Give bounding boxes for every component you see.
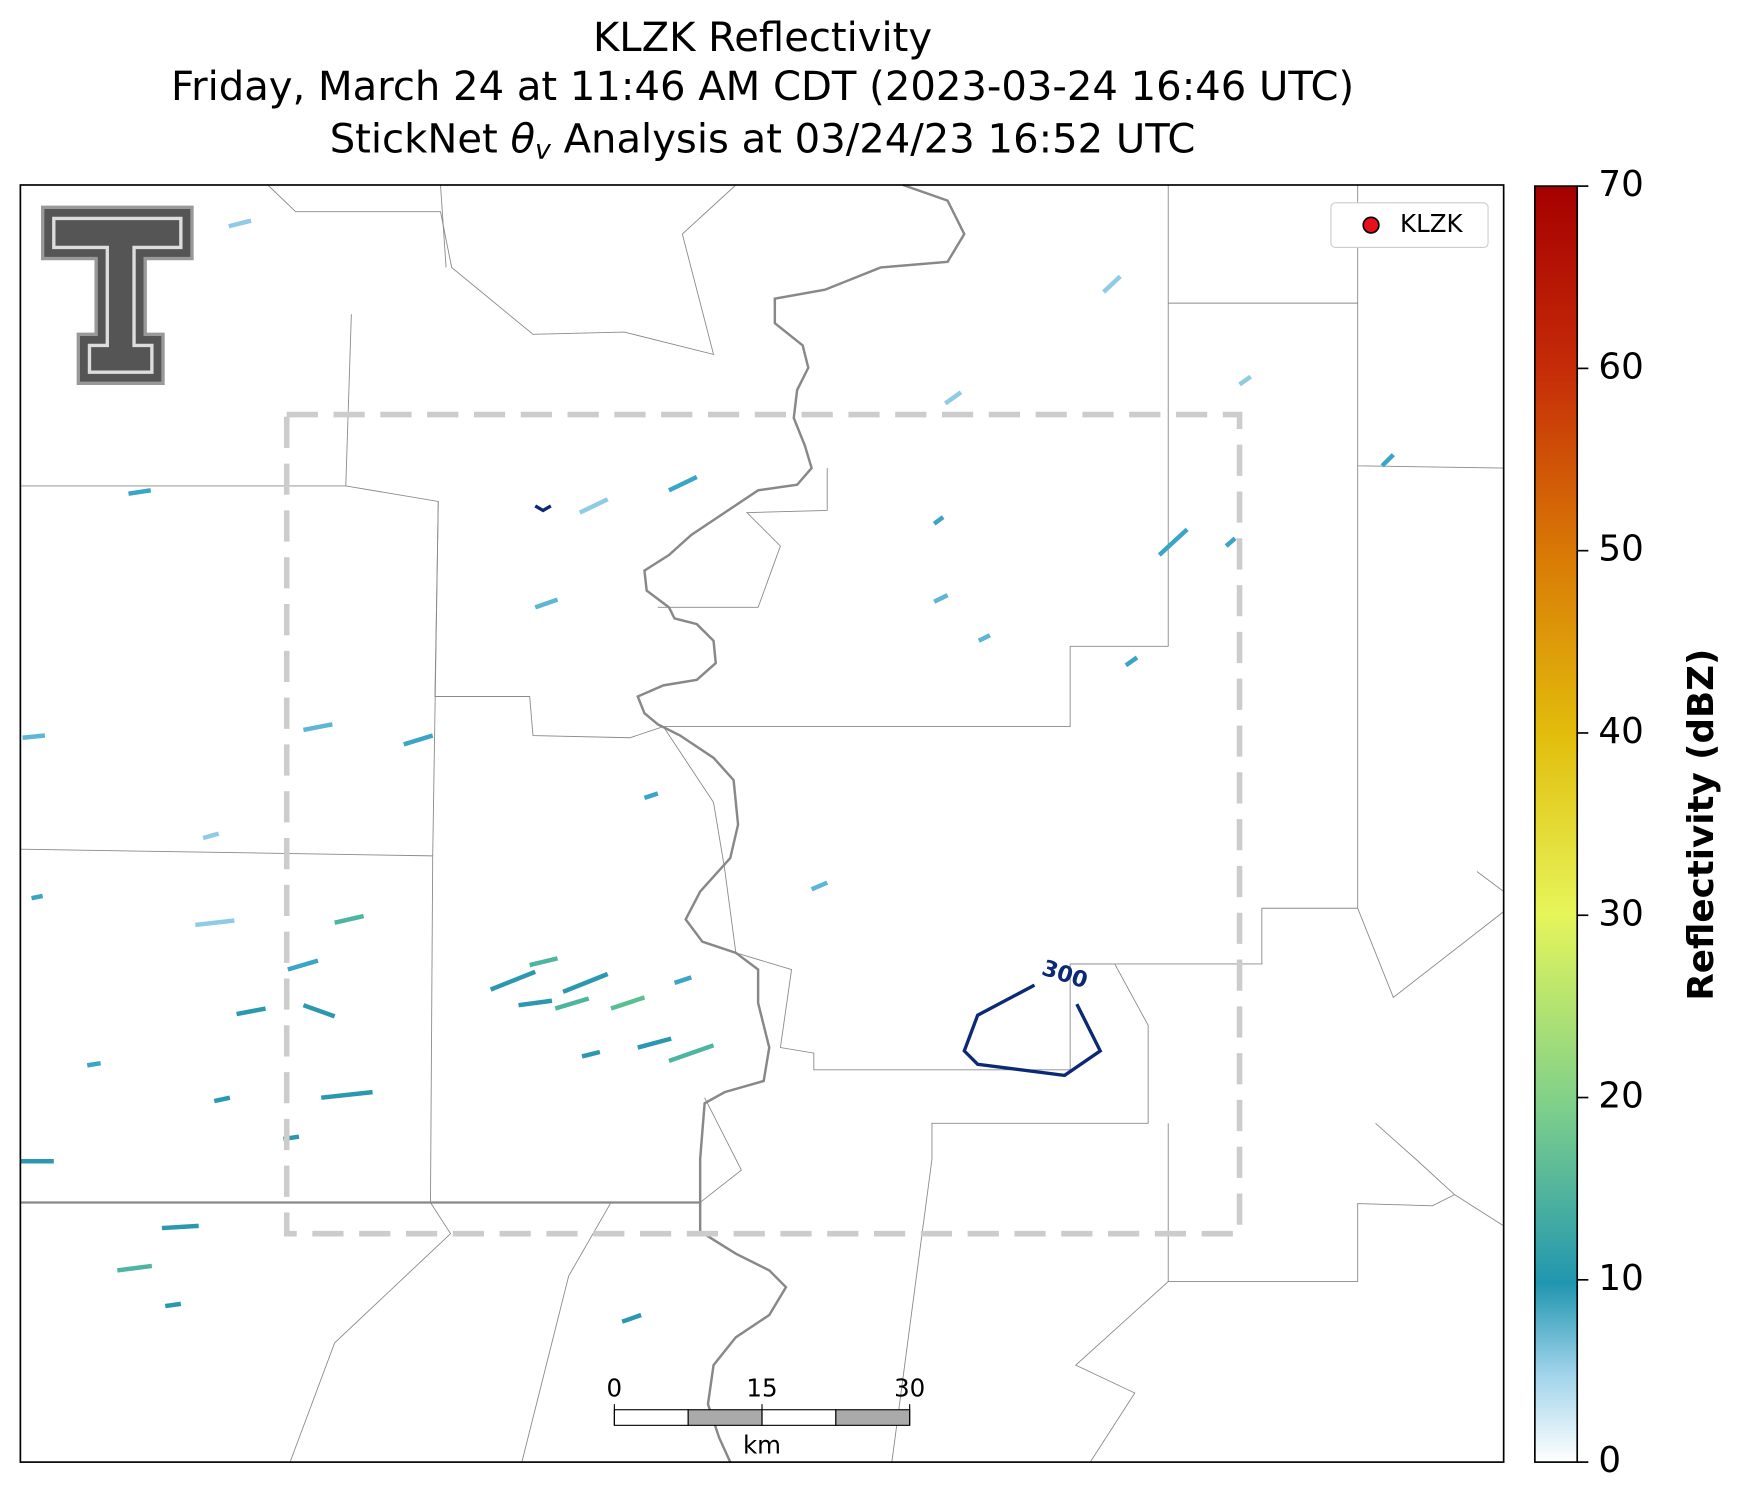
echo: [287, 958, 319, 972]
title-subscript: v: [535, 134, 552, 165]
scale-tick-label: 15: [746, 1374, 777, 1403]
echo: [1224, 536, 1237, 548]
echo: [213, 1095, 231, 1104]
contour: [962, 983, 1103, 1078]
echo: [164, 1301, 182, 1309]
colorbar-tick-label: 60: [1598, 346, 1643, 387]
map-frame: [19, 184, 1505, 1463]
colorbar-tick-label: 10: [1598, 1258, 1643, 1299]
echo: [977, 633, 991, 643]
county-line: [1070, 465, 1504, 999]
echo: [667, 474, 698, 493]
colorbar: Reflectivity (dBZ) 0 10 20 30 40 50 60 70: [1534, 164, 1722, 1481]
echo: [668, 1043, 715, 1064]
colorbar-tick-label: 0: [1598, 1440, 1621, 1481]
scale-tick-label: 30: [894, 1374, 925, 1403]
colorbar-ramp: [1534, 185, 1579, 1463]
echo: [944, 390, 963, 406]
colorbar-label: Reflectivity (dBZ): [1681, 649, 1722, 1001]
map-background: [20, 184, 1504, 1463]
legend-marker: [1362, 216, 1380, 234]
title-line: StickNet θv Analysis at 03/24/23 16:52 U…: [330, 117, 1196, 165]
logo-shape: [40, 205, 194, 386]
echo: [86, 1060, 101, 1068]
title-line: Friday, March 24 at 11:46 AM CDT (2023-0…: [171, 64, 1354, 110]
echo: [637, 1036, 672, 1050]
echo: [117, 1263, 153, 1273]
echo: [933, 593, 949, 604]
colorbar-tick-label: 50: [1598, 529, 1643, 570]
county-line: [657, 468, 828, 608]
legend-box: [1330, 202, 1489, 248]
echo: [1238, 374, 1252, 387]
echo: [161, 1223, 199, 1231]
echo: [562, 971, 609, 994]
colorbar-tick-label: 20: [1598, 1076, 1643, 1117]
scale-segment: [613, 1409, 689, 1426]
echo: [673, 975, 692, 986]
colorbar-tick-label: 30: [1598, 893, 1643, 934]
echo: [1124, 655, 1139, 668]
echo: [228, 218, 252, 229]
map: 30 0 KLZK 0 15 30 km: [19, 183, 1505, 1463]
scale-segment: [687, 1409, 763, 1426]
county-line: [440, 184, 447, 268]
scale-tick-label: 0: [607, 1374, 623, 1403]
echo: [195, 918, 235, 928]
echo: [643, 791, 659, 801]
county-line: [345, 314, 352, 486]
echo: [321, 1089, 373, 1100]
echo: [489, 969, 537, 992]
radar-echoes: [20, 218, 1395, 1324]
scale-bar: 0 15 30 km: [607, 1374, 926, 1460]
county-line: [289, 1097, 742, 1463]
contour-fragment: [534, 504, 552, 513]
echo: [31, 893, 44, 901]
echo: [128, 488, 152, 496]
colorbar-tick-label: 40: [1598, 711, 1643, 752]
echo: [610, 995, 646, 1011]
scale-segment: [761, 1409, 837, 1426]
echo: [554, 996, 590, 1011]
logo-outline: [52, 216, 183, 374]
echo: [932, 515, 945, 526]
echo: [302, 1003, 336, 1019]
echo: [621, 1312, 642, 1324]
logo: [40, 205, 194, 386]
legend-label: KLZK: [1400, 209, 1463, 238]
echo: [518, 998, 553, 1008]
legend: KLZK: [1330, 202, 1489, 248]
echo: [529, 956, 559, 968]
echo: [22, 733, 46, 740]
scale-segment: [835, 1409, 911, 1426]
title-line: KLZK Reflectivity: [593, 15, 932, 61]
scale-unit: km: [743, 1431, 781, 1460]
county-line: [663, 726, 1149, 1463]
echo: [534, 597, 559, 610]
county-line: [1074, 1281, 1169, 1463]
echo: [1102, 274, 1122, 294]
echo: [578, 497, 609, 515]
echo: [236, 1006, 266, 1017]
river: [636, 183, 966, 1463]
echo: [334, 913, 365, 925]
echo: [581, 1049, 601, 1059]
echo: [1380, 453, 1395, 468]
analysis-domain: [283, 411, 1243, 1237]
county-line: [20, 501, 439, 1203]
echo: [810, 880, 829, 892]
title-symbol: θ: [510, 117, 535, 163]
colorbar-tick-label: 70: [1598, 164, 1643, 205]
echo: [202, 831, 220, 841]
echo: [1157, 527, 1189, 557]
echo: [303, 722, 333, 733]
title-text: Analysis at 03/24/23 16:52 UTC: [551, 117, 1196, 163]
echo: [403, 733, 434, 747]
county-line: [267, 184, 737, 355]
title-text: StickNet: [330, 117, 511, 163]
